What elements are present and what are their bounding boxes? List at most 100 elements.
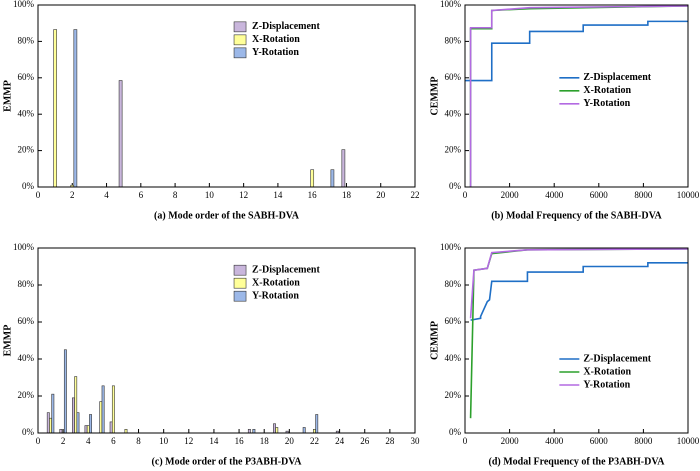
y-tick-label: 100% [13,242,35,252]
bar [118,80,123,188]
y-axis-label: CEMMP [429,77,440,116]
y-tick-label: 40% [445,353,462,363]
bar [84,425,88,434]
y-tick-label: 60% [445,72,462,82]
line [470,261,688,321]
bar [315,414,319,434]
line [469,5,689,187]
y-tick-label: 20% [445,145,462,155]
bar [111,385,115,434]
x-tick-label: 0 [36,190,41,200]
y-axis-label: EMMP [2,325,13,357]
y-tick-label: 100% [13,0,35,9]
plot-frame [37,4,416,188]
x-tick-label: 16 [235,436,245,446]
x-tick-label: 22 [411,190,420,200]
bar [74,376,78,434]
legend-label: X-Rotation [252,34,300,45]
bar [99,401,103,434]
y-tick-label: 60% [445,316,462,326]
y-tick-label: 100% [440,0,462,9]
y-tick-label: 40% [18,353,35,363]
legend-label: X-Rotation [583,366,631,377]
y-axis-label: CEMMP [429,321,440,360]
plot-frame [464,247,689,434]
y-tick-label: 40% [445,108,462,118]
y-tick-label: 60% [18,72,35,82]
legend-swatch [233,277,247,289]
bar [252,428,256,434]
x-tick-label: 14 [209,436,219,446]
legend-label: X-Rotation [583,85,631,96]
y-tick-label: 80% [445,279,462,289]
bar [73,29,78,188]
y-tick-label: 0% [449,181,462,191]
legend-swatch [233,47,247,59]
x-tick-label: 12 [239,190,248,200]
x-tick-label: 2000 [501,436,520,446]
x-tick-label: 2000 [501,190,520,200]
x-tick-label: 12 [184,436,193,446]
x-axis-label: (d) Modal Frequency of the P3ABH-DVA [488,456,665,467]
x-tick-label: 26 [360,436,370,446]
x-tick-label: 18 [260,436,270,446]
x-tick-label: 4 [104,190,109,200]
bar [76,412,80,434]
x-tick-label: 4 [86,436,91,446]
y-axis-label: EMMP [2,80,13,112]
x-axis-label: (b) Modal Frequency of the SABH-DVA [491,210,662,221]
y-tick-label: 80% [18,35,35,45]
x-tick-label: 8 [173,190,178,200]
bar [273,423,276,434]
bar [86,425,90,434]
legend-label: Y-Rotation [252,290,299,301]
bar [53,29,57,188]
bar [63,349,67,434]
line [469,5,689,187]
y-tick-label: 60% [18,316,35,326]
bar [51,393,55,434]
y-tick-label: 80% [445,35,462,45]
x-tick-label: 0 [463,190,468,200]
x-tick-label: 16 [308,190,318,200]
legend-label: Y-Rotation [583,379,630,390]
x-tick-label: 0 [36,436,41,446]
y-tick-label: 20% [18,390,35,400]
x-tick-label: 30 [411,436,421,446]
bar [89,414,92,434]
x-tick-label: 6000 [590,436,609,446]
legend-label: X-Rotation [252,277,300,288]
bar [109,421,113,434]
bar [302,427,306,434]
y-tick-label: 0% [22,181,35,191]
x-tick-label: 6 [139,190,144,200]
bar [101,385,105,434]
legend-swatch [233,34,247,46]
x-tick-label: 10000 [677,190,700,200]
y-tick-label: 20% [18,145,35,155]
legend-label: Y-Rotation [252,47,299,58]
x-tick-label: 20 [376,190,386,200]
plot-frame [37,247,416,434]
x-tick-label: 22 [310,436,319,446]
legend-swatch [233,264,247,276]
bar [72,397,75,434]
legend-label: Z-Displacement [252,264,320,275]
bar [46,412,50,434]
line [469,248,689,419]
x-tick-label: 10 [159,436,169,446]
line [465,20,688,82]
bar [330,169,335,188]
x-tick-label: 2 [70,190,75,200]
x-tick-label: 8000 [634,436,653,446]
legend-swatch [233,290,247,302]
bar [247,428,251,434]
x-tick-label: 18 [342,190,352,200]
bar [275,427,279,434]
x-tick-label: 0 [463,436,468,446]
bar [310,169,315,188]
legend-label: Y-Rotation [583,98,630,109]
x-tick-label: 4000 [545,436,564,446]
x-tick-label: 28 [385,436,395,446]
y-tick-label: 0% [22,427,35,437]
